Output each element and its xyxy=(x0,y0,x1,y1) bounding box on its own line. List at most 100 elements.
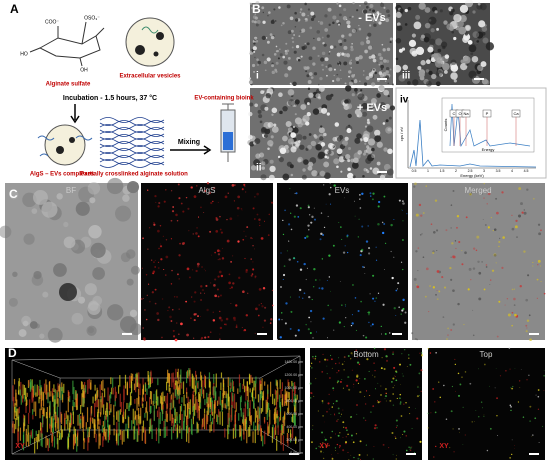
speck xyxy=(212,186,216,190)
speck xyxy=(396,288,398,290)
voxel xyxy=(135,377,137,393)
speck xyxy=(308,72,313,76)
speck xyxy=(280,312,283,314)
speck xyxy=(269,165,276,173)
voxel xyxy=(256,415,259,431)
speck xyxy=(195,185,198,187)
speck xyxy=(356,413,358,415)
speck xyxy=(529,405,532,408)
speck xyxy=(368,55,372,60)
speck xyxy=(348,33,352,37)
speck xyxy=(502,236,505,239)
speck xyxy=(374,424,377,427)
voxel xyxy=(109,394,111,404)
speck xyxy=(331,457,334,460)
speck xyxy=(498,245,500,248)
speck xyxy=(433,231,436,234)
voxel xyxy=(110,404,112,413)
voxel xyxy=(179,425,181,434)
speck xyxy=(216,249,220,253)
speck xyxy=(260,90,265,95)
voxel xyxy=(119,393,121,407)
speck xyxy=(531,434,534,437)
voxel xyxy=(50,391,52,397)
label: Extracellular vesicles xyxy=(119,74,181,80)
speck xyxy=(362,174,365,178)
voxel xyxy=(181,427,183,439)
speck xyxy=(214,278,217,281)
speck xyxy=(306,112,311,117)
speck xyxy=(376,161,381,166)
speck xyxy=(418,203,422,207)
speck xyxy=(434,199,438,202)
voxel xyxy=(75,391,77,408)
voxel xyxy=(252,431,254,443)
speck xyxy=(245,191,247,193)
voxel xyxy=(261,378,263,390)
speck xyxy=(420,354,424,357)
speck xyxy=(441,276,444,279)
voxel xyxy=(187,370,189,379)
speck xyxy=(301,174,307,180)
voxel xyxy=(176,381,179,395)
speck xyxy=(438,290,441,293)
speck xyxy=(365,240,369,243)
speck xyxy=(208,191,211,195)
speck xyxy=(417,270,419,272)
voxel xyxy=(246,381,248,391)
speck xyxy=(528,314,531,317)
voxel xyxy=(94,384,96,391)
speck xyxy=(236,206,240,210)
speck xyxy=(373,23,377,27)
speck xyxy=(306,102,310,106)
speck xyxy=(315,447,318,450)
speck xyxy=(358,218,360,220)
speck xyxy=(447,327,449,330)
speck xyxy=(283,233,285,236)
speck xyxy=(434,59,444,68)
label: Alginate sulfate xyxy=(46,82,91,88)
voxel xyxy=(29,434,31,444)
speck xyxy=(170,238,173,240)
speck xyxy=(347,24,351,29)
speck xyxy=(428,311,430,313)
voxel xyxy=(186,392,188,399)
speck xyxy=(218,316,222,320)
voxel xyxy=(16,408,18,421)
voxel xyxy=(138,423,140,434)
voxel xyxy=(150,391,153,405)
speck xyxy=(355,349,358,352)
speck xyxy=(476,31,484,39)
voxel xyxy=(17,390,20,395)
speck xyxy=(445,229,448,232)
speck xyxy=(246,226,249,229)
voxel xyxy=(24,415,26,427)
speck xyxy=(342,421,345,424)
speck xyxy=(343,369,345,371)
voxel xyxy=(39,379,41,391)
speck xyxy=(338,221,340,223)
speck xyxy=(468,70,477,79)
speck xyxy=(376,19,380,24)
voxel xyxy=(77,414,79,426)
speck xyxy=(519,387,521,389)
speck xyxy=(267,147,270,151)
voxel xyxy=(214,399,216,410)
speck xyxy=(332,79,335,83)
voxel xyxy=(164,427,167,438)
voxel xyxy=(102,379,104,392)
speck xyxy=(536,278,539,281)
voxel xyxy=(239,382,241,393)
voxel xyxy=(115,429,117,441)
speck xyxy=(368,72,373,77)
voxel xyxy=(244,403,247,419)
speck xyxy=(150,259,153,261)
speck xyxy=(249,135,256,142)
speck xyxy=(228,281,231,285)
voxel xyxy=(12,385,14,402)
voxel xyxy=(87,434,89,451)
speck xyxy=(271,64,275,68)
voxel xyxy=(292,382,294,392)
strand xyxy=(99,145,165,151)
speck xyxy=(205,284,208,288)
